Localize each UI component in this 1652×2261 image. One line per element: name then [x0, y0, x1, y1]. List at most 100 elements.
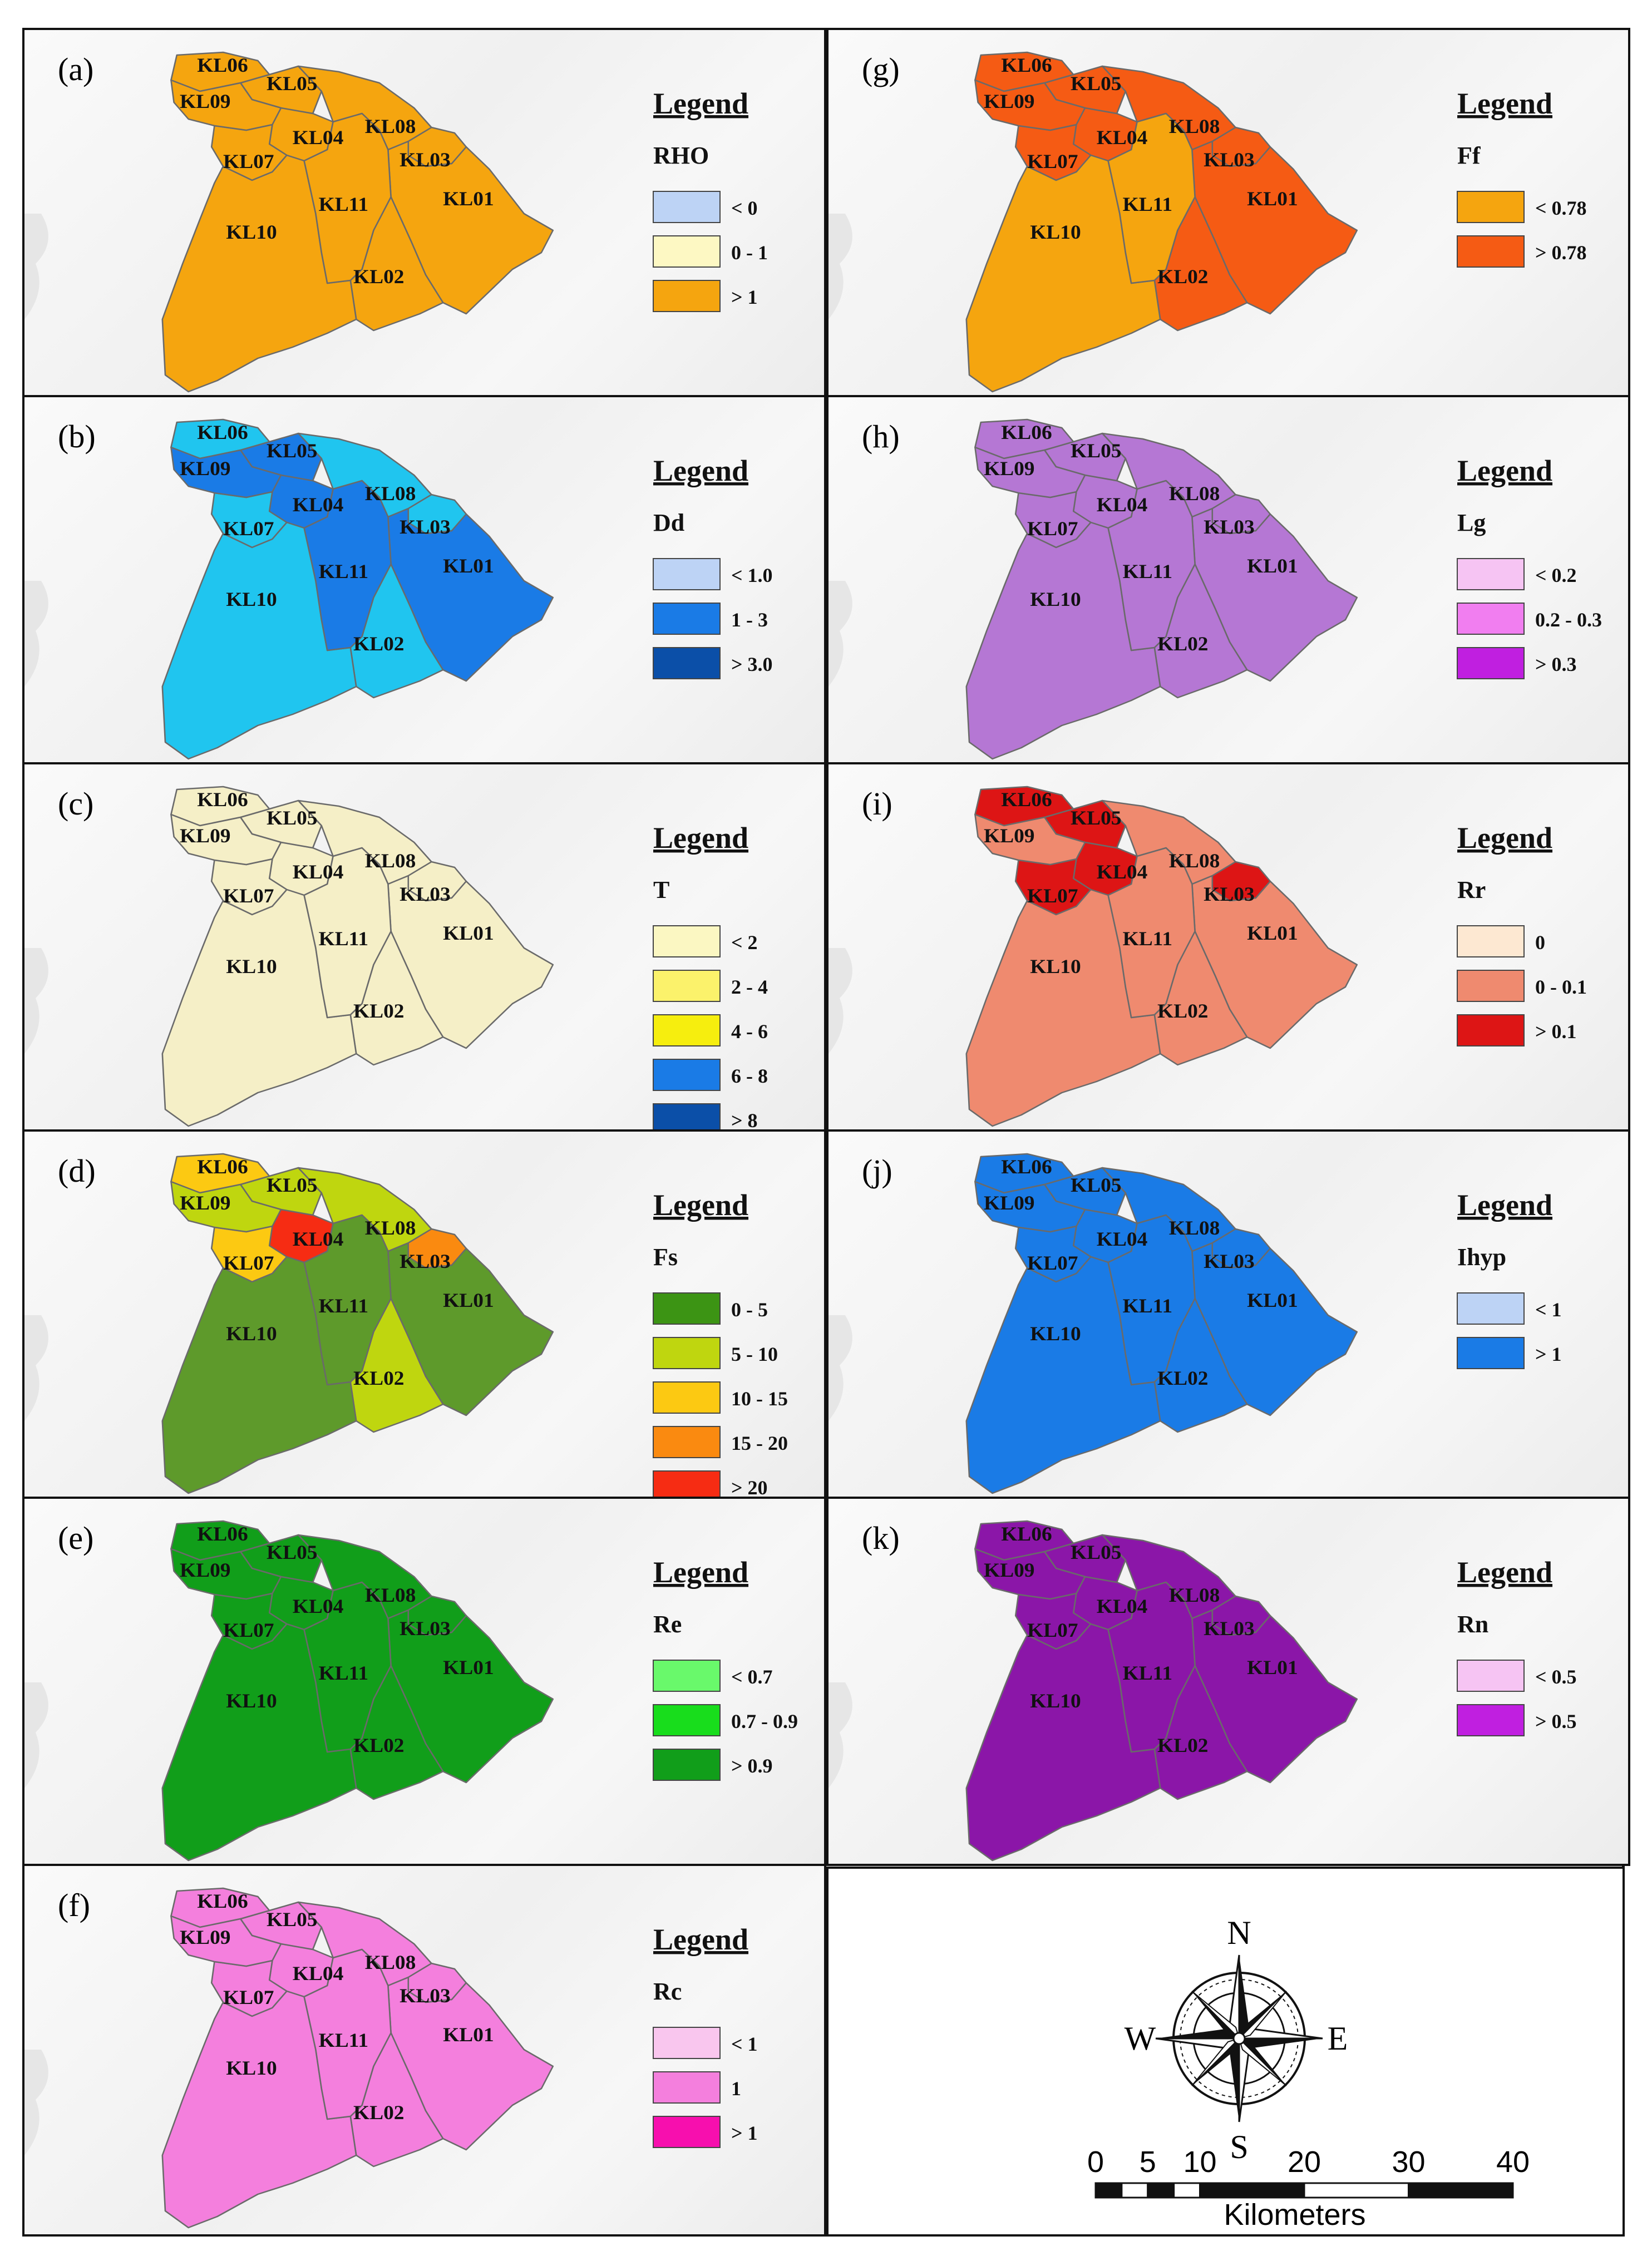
- subbasin-label-kl04: KL04: [293, 1962, 344, 1984]
- legend-class-label: 10 - 15: [731, 1388, 788, 1410]
- scale-bar-segment: [1408, 2182, 1514, 2199]
- subbasin-label-kl09: KL09: [984, 1559, 1035, 1581]
- subbasin-label-kl03: KL03: [400, 883, 451, 905]
- subbasin-label-kl03: KL03: [1204, 1617, 1255, 1640]
- panel-label: (d): [58, 1153, 96, 1189]
- legend-swatch: [653, 1059, 721, 1091]
- map-panel-svg: (h)KL01KL02KL03KL04KL05KL06KL07KL08KL09K…: [829, 418, 1602, 760]
- legend-swatch: [653, 1749, 721, 1781]
- subbasin-label-kl09: KL09: [180, 1192, 231, 1214]
- watershed-map: KL01 KL02 KL03 KL04 KL05 KL06 KL07 KL08 KL09 KL10…: [161, 1520, 554, 1862]
- subbasin-label-kl04: KL04: [293, 1595, 344, 1617]
- subbasin-label-kl07: KL07: [1027, 1619, 1078, 1641]
- legend-class-label: > 0.3: [1535, 653, 1577, 675]
- subbasin-label-kl05: KL05: [267, 1908, 318, 1931]
- subbasin-label-kl09: KL09: [180, 457, 231, 480]
- subbasin-kl03: [1211, 861, 1271, 902]
- subbasin-label-kl06: KL06: [1001, 788, 1052, 811]
- subbasin-label-kl07: KL07: [223, 1619, 274, 1641]
- legend-class-label: > 8: [731, 1109, 758, 1132]
- panel-label: (i): [862, 786, 892, 822]
- legend-swatch: [653, 2116, 721, 2148]
- hillshade-texture: [829, 581, 852, 687]
- subbasin-label-kl02: KL02: [353, 265, 405, 288]
- subbasin-label-kl11: KL11: [319, 1662, 368, 1684]
- subbasin-label-kl02: KL02: [1157, 1000, 1209, 1022]
- legend-title: Legend: [1457, 1556, 1552, 1589]
- map-panel-i: (i) KL01 KL02 KL03 KL04 KL05 KL06 KL07 KL08 KL09 K…: [826, 762, 1630, 1132]
- subbasin-kl11: [1107, 112, 1196, 284]
- legend-swatch: [1457, 1704, 1525, 1736]
- subbasin-label-kl02: KL02: [1157, 1367, 1209, 1389]
- subbasin-label-kl04: KL04: [293, 126, 344, 149]
- compass-scalebar-svg: N S E W 0 5 10 20 30 40 Kilometers: [1087, 1914, 1530, 2232]
- panel-label: (c): [58, 786, 93, 822]
- subbasin-label-kl07: KL07: [1027, 1252, 1078, 1274]
- subbasin-label-kl03: KL03: [1204, 883, 1255, 905]
- subbasin-label-kl07: KL07: [1027, 517, 1078, 540]
- legend-swatch: [653, 1704, 721, 1736]
- map-panel-e: (e) KL01 KL02 KL03 KL04 KL05 KL06 KL07 KL08 KL09 K…: [22, 1497, 826, 1866]
- scale-tick-label: 5: [1140, 2145, 1156, 2179]
- legend-variable: Rr: [1457, 876, 1486, 904]
- subbasin-kl10: [161, 154, 357, 393]
- subbasin-kl10: [965, 888, 1161, 1127]
- subbasin-label-kl04: KL04: [293, 861, 344, 883]
- subbasin-label-kl09: KL09: [984, 1192, 1035, 1214]
- subbasin-label-kl06: KL06: [197, 1523, 248, 1545]
- watershed-map: KL01 KL02 KL03 KL04 KL05 KL06 KL07 KL08 KL09 KL10…: [965, 786, 1358, 1127]
- legend-swatch: [1457, 970, 1525, 1002]
- subbasin-label-kl10: KL10: [1030, 1322, 1081, 1345]
- legend-title: Legend: [1457, 1188, 1552, 1222]
- subbasin-kl03: [1211, 1228, 1271, 1269]
- map-panel-svg: (f)KL01KL02KL03KL04KL05KL06KL07KL08KL09K…: [24, 1887, 758, 2229]
- subbasin-label-kl08: KL08: [1169, 1584, 1220, 1606]
- legend-variable: Rn: [1457, 1611, 1488, 1638]
- map-panel-k: (k) KL01 KL02 KL03 KL04 KL05 KL06 KL07 KL08 KL09 K…: [826, 1497, 1630, 1866]
- watershed-map: KL01 KL02 KL03 KL04 KL05 KL06 KL07 KL08 KL09 KL10…: [161, 1887, 554, 2229]
- hillshade-texture: [24, 2050, 48, 2155]
- hillshade-texture: [24, 1682, 48, 1788]
- scale-bar-segment: [1147, 2182, 1175, 2199]
- legend-swatch: [653, 558, 721, 590]
- legend-swatch: [1457, 1292, 1525, 1325]
- map-panel-svg: (a)KL01KL02KL03KL04KL05KL06KL07KL08KL09K…: [24, 51, 768, 393]
- hillshade-texture: [24, 214, 48, 319]
- legend-swatch: [653, 1660, 721, 1692]
- subbasin-label-kl05: KL05: [267, 1174, 318, 1196]
- legend-variable: Ihyp: [1457, 1243, 1506, 1271]
- hillshade-texture: [829, 948, 852, 1054]
- subbasin-label-kl11: KL11: [1123, 927, 1172, 950]
- subbasin-label-kl10: KL10: [1030, 955, 1081, 978]
- legend-swatch: [653, 1292, 721, 1325]
- subbasin-label-kl05: KL05: [1071, 1541, 1122, 1563]
- legend-title: Legend: [653, 454, 748, 487]
- legend-title: Legend: [653, 87, 748, 120]
- legend-class-label: < 0.2: [1535, 564, 1577, 586]
- legend-class-label: 0.7 - 0.9: [731, 1710, 798, 1732]
- legend-class-label: 5 - 10: [731, 1343, 778, 1365]
- panel-label: (k): [862, 1520, 900, 1556]
- map-panel-j: (j) KL01 KL02 KL03 KL04 KL05 KL06 KL07 KL08 KL09 K…: [826, 1129, 1630, 1499]
- subbasin-label-kl02: KL02: [353, 2101, 405, 2124]
- subbasin-kl08: [1101, 432, 1236, 518]
- legend-class-label: > 1: [1535, 1343, 1562, 1365]
- watershed-map: KL01 KL02 KL03 KL04 KL05 KL06 KL07 KL08 KL09 KL10…: [965, 1153, 1358, 1494]
- legend-swatch: [653, 1470, 721, 1497]
- subbasin-label-kl08: KL08: [365, 1217, 416, 1239]
- subbasin-kl08: [1101, 799, 1236, 885]
- legend-class-label: 0 - 0.1: [1535, 976, 1587, 998]
- subbasin-kl09: [170, 79, 282, 131]
- subbasin-label-kl07: KL07: [223, 1986, 274, 2008]
- subbasin-label-kl03: KL03: [400, 1984, 451, 2007]
- subbasin-label-kl10: KL10: [226, 588, 277, 610]
- subbasin-label-kl10: KL10: [226, 1322, 277, 1345]
- watershed-map: KL01 KL02 KL03 KL04 KL05 KL06 KL07 KL08 KL09 KL10…: [161, 51, 554, 393]
- subbasin-kl09: [974, 813, 1086, 866]
- subbasin-label-kl04: KL04: [1097, 126, 1148, 149]
- subbasin-label-kl08: KL08: [365, 1584, 416, 1606]
- subbasin-label-kl09: KL09: [984, 457, 1035, 480]
- hillshade-texture: [829, 1682, 852, 1788]
- legend-class-label: 0 - 1: [731, 241, 768, 264]
- map-panel-d: (d) KL01 KL02 KL03 KL04 KL05 KL06 KL07 KL08 KL09 K…: [22, 1129, 826, 1499]
